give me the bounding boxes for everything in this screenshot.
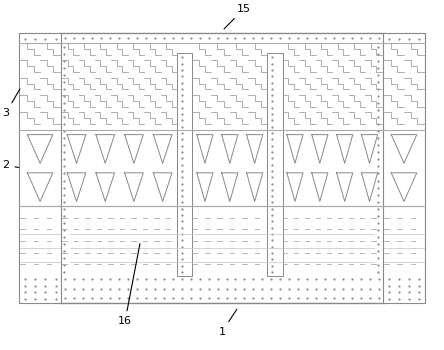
FancyBboxPatch shape: [177, 54, 192, 276]
FancyBboxPatch shape: [19, 33, 61, 303]
Text: 16: 16: [118, 244, 140, 326]
Text: 15: 15: [224, 4, 251, 29]
FancyBboxPatch shape: [59, 33, 385, 303]
Text: 2: 2: [2, 160, 19, 170]
Text: 1: 1: [218, 309, 237, 337]
Text: 3: 3: [2, 89, 20, 118]
FancyBboxPatch shape: [383, 33, 425, 303]
FancyBboxPatch shape: [267, 54, 282, 276]
